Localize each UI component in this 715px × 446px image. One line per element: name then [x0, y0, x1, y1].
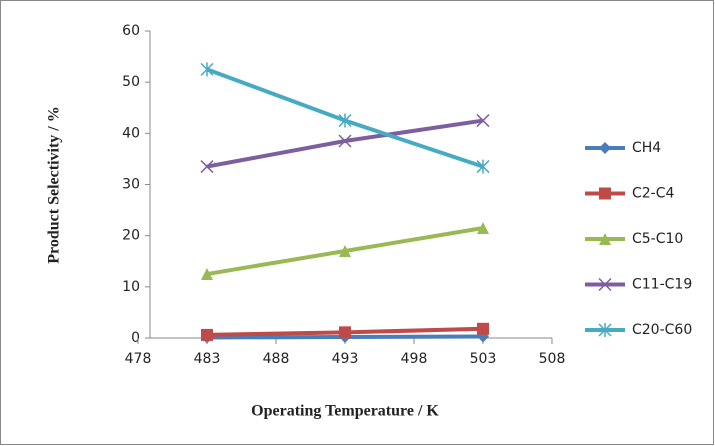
y-axis-title: Product Selectivity / %: [46, 106, 63, 263]
legend-label: C11-C19: [632, 277, 692, 293]
x-tick-label: 508: [539, 351, 566, 367]
y-tick-label: 40: [122, 125, 140, 141]
marker: [599, 187, 611, 200]
legend-label: C20-C60: [632, 322, 692, 338]
marker: [477, 322, 489, 335]
x-tick-label: 503: [470, 351, 497, 367]
x-tick-label: 478: [125, 351, 152, 367]
marker: [338, 113, 352, 128]
marker: [339, 326, 351, 339]
x-axis-title: Operating Temperature / K: [251, 403, 439, 420]
y-tick-label: 10: [122, 279, 140, 295]
legend-label: C2-C4: [632, 186, 675, 202]
x-tick-label: 488: [263, 351, 290, 367]
marker: [200, 62, 214, 77]
marker: [599, 142, 611, 154]
marker: [339, 245, 351, 258]
x-tick-label: 483: [194, 351, 221, 367]
y-tick-label: 30: [122, 177, 140, 193]
marker: [338, 134, 352, 148]
marker: [200, 160, 214, 174]
marker: [598, 277, 612, 292]
marker: [476, 159, 490, 174]
x-tick-label: 493: [332, 351, 359, 367]
marker: [201, 328, 213, 341]
y-tick-label: 20: [122, 228, 140, 244]
y-tick-label: 60: [122, 23, 140, 39]
x-tick-label: 498: [401, 351, 428, 367]
marker: [476, 114, 490, 128]
legend-label: CH4: [632, 140, 661, 156]
legend-label: C5-C10: [632, 231, 683, 247]
y-tick-label: 50: [122, 74, 140, 90]
marker: [201, 268, 213, 281]
marker: [599, 233, 611, 245]
marker: [598, 323, 612, 337]
y-tick-label: 0: [131, 330, 140, 346]
marker: [477, 221, 489, 234]
